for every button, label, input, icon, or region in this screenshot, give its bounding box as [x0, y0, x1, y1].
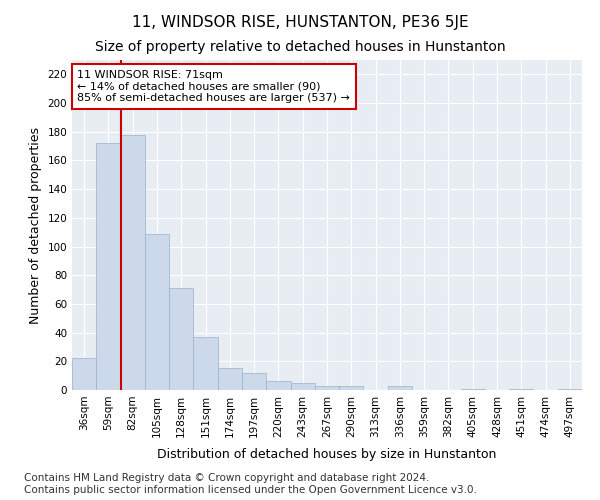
Bar [121, 134, 145, 390]
Text: 11, WINDSOR RISE, HUNSTANTON, PE36 5JE: 11, WINDSOR RISE, HUNSTANTON, PE36 5JE [131, 15, 469, 30]
Bar [96, 143, 121, 390]
Bar [72, 358, 96, 390]
Bar [242, 373, 266, 390]
Bar [145, 234, 169, 390]
Bar [266, 382, 290, 390]
Text: 11 WINDSOR RISE: 71sqm
← 14% of detached houses are smaller (90)
85% of semi-det: 11 WINDSOR RISE: 71sqm ← 14% of detached… [77, 70, 350, 103]
Text: Size of property relative to detached houses in Hunstanton: Size of property relative to detached ho… [95, 40, 505, 54]
Text: Contains HM Land Registry data © Crown copyright and database right 2024.
Contai: Contains HM Land Registry data © Crown c… [24, 474, 477, 495]
Bar [339, 386, 364, 390]
Bar [388, 386, 412, 390]
Bar [461, 388, 485, 390]
Bar [509, 388, 533, 390]
Bar [193, 337, 218, 390]
X-axis label: Distribution of detached houses by size in Hunstanton: Distribution of detached houses by size … [157, 448, 497, 461]
Bar [558, 388, 582, 390]
Bar [290, 383, 315, 390]
Bar [169, 288, 193, 390]
Bar [218, 368, 242, 390]
Bar [315, 386, 339, 390]
Y-axis label: Number of detached properties: Number of detached properties [29, 126, 42, 324]
